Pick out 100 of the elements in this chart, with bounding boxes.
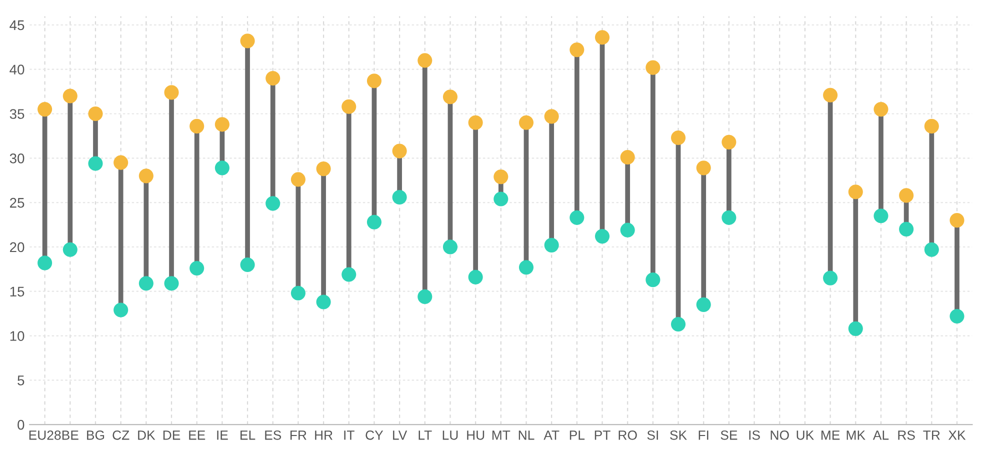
y-tick-label: 5 [18, 376, 24, 386]
point [722, 134, 736, 150]
x-tick-label: EU28 [29, 430, 61, 440]
point [620, 222, 635, 238]
point [899, 188, 914, 203]
point [290, 172, 306, 187]
x-tick-label: FI [698, 430, 708, 440]
point [950, 213, 964, 228]
point [88, 106, 103, 122]
x-tick-label: EL [240, 430, 256, 440]
x-tick-label: AL [872, 430, 889, 440]
point [468, 270, 483, 284]
x-tick-label: HR [315, 430, 332, 440]
y-tick-label: 45 [10, 20, 24, 30]
x-tick-label: HU [467, 430, 484, 440]
point [114, 155, 128, 170]
x-tick-label: TR [923, 430, 940, 440]
point [823, 88, 838, 102]
point [316, 294, 331, 310]
point [62, 88, 78, 104]
x-tick-label: AT [544, 430, 560, 440]
point [392, 144, 407, 158]
y-tick-label: 0 [18, 420, 24, 430]
point [594, 229, 610, 244]
point [544, 109, 559, 124]
x-tick-label: ES [265, 430, 282, 440]
point [114, 302, 128, 318]
x-tick-label: UK [796, 430, 814, 440]
point [544, 238, 559, 252]
x-tick-label: IS [749, 430, 760, 440]
point [342, 267, 356, 282]
point [62, 242, 78, 257]
point [494, 170, 508, 184]
point [38, 256, 52, 270]
point [290, 286, 306, 300]
y-tick-label: 20 [10, 242, 24, 252]
x-tick-label: CY [366, 430, 384, 440]
point [646, 60, 660, 75]
point [418, 289, 432, 304]
point [670, 130, 686, 146]
point [874, 208, 888, 224]
x-tick-label: SE [720, 430, 738, 440]
point [442, 240, 458, 254]
point [848, 184, 863, 200]
x-tick-label: DK [138, 430, 156, 440]
x-tick-label: EE [189, 430, 206, 440]
point [924, 118, 939, 134]
x-tick-label: MT [492, 430, 510, 440]
x-tick-label: XK [948, 430, 966, 440]
x-tick-label: DE [163, 430, 180, 440]
point [848, 321, 863, 336]
point [696, 297, 711, 312]
point [214, 160, 230, 176]
x-tick-label: RS [898, 430, 915, 440]
point [190, 260, 204, 276]
point [570, 42, 584, 58]
point [468, 115, 483, 130]
x-tick-label: MK [846, 430, 866, 440]
y-tick-label: 40 [10, 64, 24, 75]
y-tick-label: 15 [10, 286, 24, 297]
x-tick-label: NL [518, 430, 534, 440]
y-tick-label: 35 [10, 109, 24, 119]
point [266, 70, 280, 86]
point [696, 160, 711, 176]
point [670, 316, 686, 332]
y-tick-label: 10 [10, 331, 24, 341]
point [38, 102, 52, 117]
point [214, 117, 230, 132]
x-tick-label: SI [647, 430, 658, 440]
y-tick-label: 25 [10, 198, 24, 208]
point [316, 162, 331, 176]
point [620, 150, 635, 165]
point [392, 190, 407, 205]
point [494, 192, 508, 206]
point [646, 272, 660, 288]
point [594, 30, 610, 45]
x-tick-label: FR [290, 430, 306, 440]
x-tick-label: SK [670, 430, 687, 440]
point [164, 85, 179, 100]
point [164, 276, 179, 291]
point [823, 270, 838, 286]
x-tick-label: LV [393, 430, 408, 440]
point [342, 99, 356, 114]
point [138, 168, 154, 184]
point [88, 156, 103, 171]
point [874, 102, 888, 117]
point [924, 242, 939, 257]
point [190, 118, 204, 134]
x-tick-label: CZ [112, 430, 130, 440]
point [138, 276, 154, 291]
y-tick-label: 30 [10, 153, 24, 164]
point [240, 34, 255, 48]
point [442, 90, 458, 104]
x-tick-label: IT [344, 430, 354, 440]
point [518, 260, 534, 275]
point [366, 214, 382, 230]
point [366, 74, 382, 88]
x-tick-label: PL [570, 430, 585, 440]
point [899, 222, 914, 236]
x-tick-label: ME [821, 430, 840, 440]
